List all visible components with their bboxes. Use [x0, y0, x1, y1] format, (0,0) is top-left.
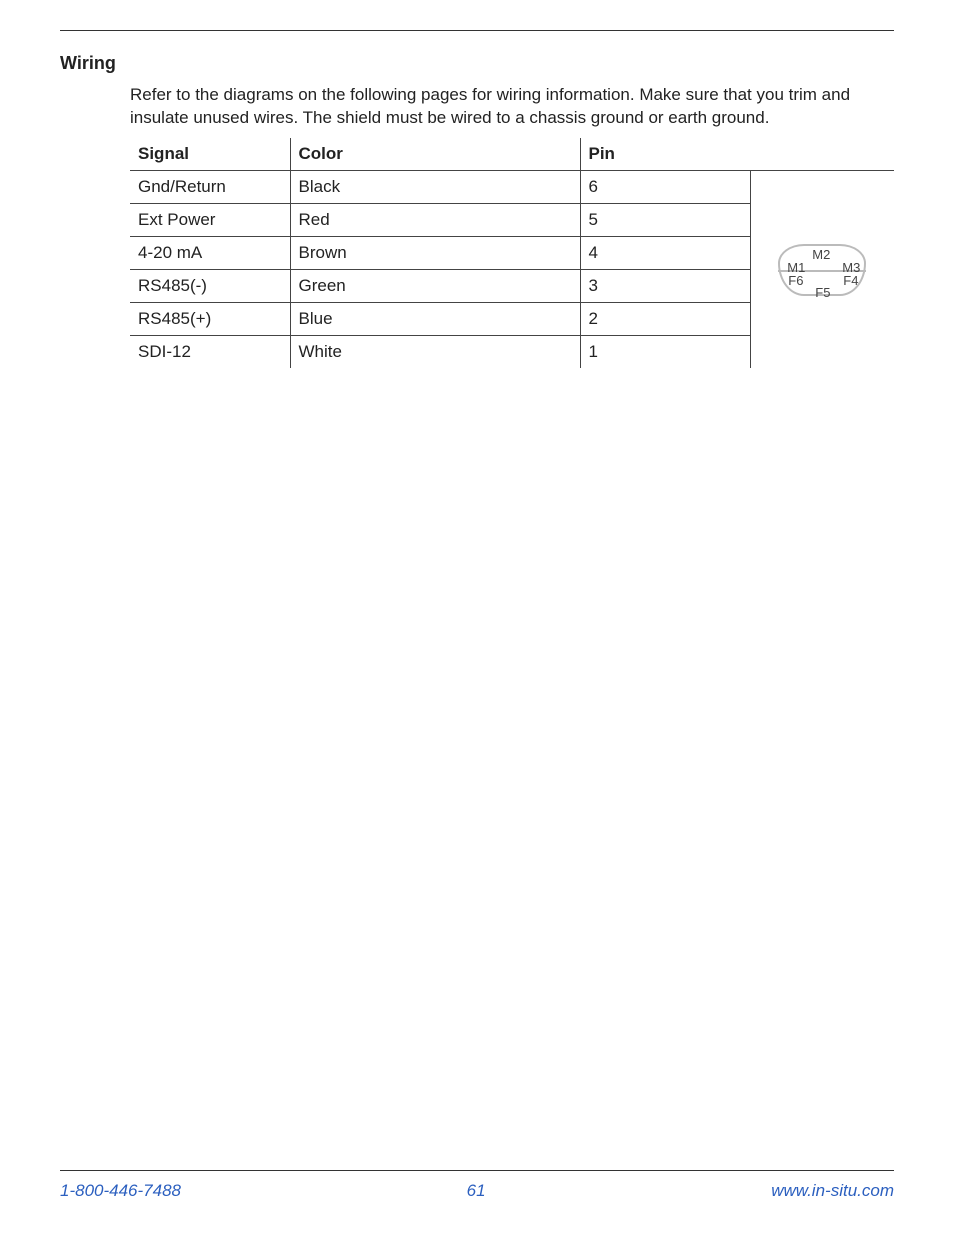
- pin-label-f4: F4: [843, 274, 858, 287]
- footer-url: www.in-situ.com: [771, 1181, 894, 1201]
- pin-label-m2: M2: [812, 248, 830, 261]
- top-horizontal-rule: [60, 30, 894, 31]
- table-row: Gnd/Return Black 6 M2 M1 M3 F6 F4 F5: [130, 170, 894, 203]
- table-header-row: Signal Color Pin: [130, 138, 894, 171]
- section-heading: Wiring: [60, 53, 894, 74]
- page-footer: 1-800-446-7488 61 www.in-situ.com: [60, 1170, 894, 1201]
- col-header-pin: Pin: [580, 138, 750, 171]
- cell-signal: RS485(-): [130, 269, 290, 302]
- intro-paragraph: Refer to the diagrams on the following p…: [130, 84, 894, 130]
- footer-row: 1-800-446-7488 61 www.in-situ.com: [60, 1181, 894, 1201]
- col-header-color: Color: [290, 138, 580, 171]
- pin-label-f6: F6: [788, 274, 803, 287]
- cell-pin: 4: [580, 236, 750, 269]
- cell-signal: RS485(+): [130, 302, 290, 335]
- cell-pin: 3: [580, 269, 750, 302]
- wiring-table: Signal Color Pin Gnd/Return Black 6 M2 M…: [130, 138, 894, 368]
- footer-page-number: 61: [467, 1181, 486, 1201]
- cell-color: Red: [290, 203, 580, 236]
- pin-label-f5: F5: [815, 286, 830, 299]
- cell-color: Blue: [290, 302, 580, 335]
- content-block: Refer to the diagrams on the following p…: [60, 84, 894, 368]
- connector-diagram: M2 M1 M3 F6 F4 F5: [774, 226, 870, 312]
- connector-diagram-cell: M2 M1 M3 F6 F4 F5: [750, 170, 894, 368]
- col-header-signal: Signal: [130, 138, 290, 171]
- footer-phone: 1-800-446-7488: [60, 1181, 181, 1201]
- col-header-diagram: [750, 138, 894, 171]
- cell-signal: Gnd/Return: [130, 170, 290, 203]
- cell-color: Black: [290, 170, 580, 203]
- cell-pin: 5: [580, 203, 750, 236]
- cell-signal: 4-20 mA: [130, 236, 290, 269]
- cell-color: Green: [290, 269, 580, 302]
- cell-pin: 1: [580, 335, 750, 368]
- page: Wiring Refer to the diagrams on the foll…: [0, 0, 954, 1235]
- cell-pin: 2: [580, 302, 750, 335]
- cell-signal: SDI-12: [130, 335, 290, 368]
- cell-color: Brown: [290, 236, 580, 269]
- cell-pin: 6: [580, 170, 750, 203]
- cell-signal: Ext Power: [130, 203, 290, 236]
- cell-color: White: [290, 335, 580, 368]
- footer-horizontal-rule: [60, 1170, 894, 1171]
